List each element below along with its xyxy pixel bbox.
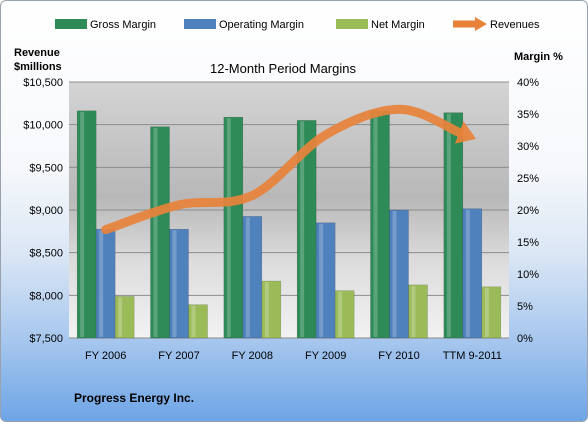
bar-operating-margin [462, 208, 483, 339]
right-tick-label: 30% [517, 141, 539, 153]
bar-net-margin [261, 280, 282, 339]
revenue-arrowhead [454, 121, 477, 144]
bar-layer [76, 110, 502, 339]
bar-highlight [484, 287, 489, 337]
right-tick-label: 20% [517, 205, 539, 217]
x-tick-label: FY 2006 [85, 350, 126, 362]
bar-operating-margin [95, 228, 116, 339]
bar-highlight [118, 297, 123, 337]
legend: Gross Margin Operating Margin Net Margin… [55, 17, 540, 31]
right-tick-label: 35% [517, 109, 539, 121]
x-axis-ticks: FY 2006 FY 2007 FY 2008 FY 2009 FY 2010 TTM 9… [85, 350, 502, 362]
left-tick-label: $10,500 [23, 77, 63, 89]
left-tick-label: $7,500 [29, 333, 63, 345]
company-name: Progress Energy Inc. [74, 391, 194, 405]
bar-gross-margin [150, 126, 170, 339]
bar-operating-margin [315, 222, 336, 339]
x-tick-label: FY 2008 [232, 350, 273, 362]
bar-operating-margin [389, 209, 409, 339]
bar-gross-margin [370, 110, 390, 339]
legend-swatch-gross-margin [55, 19, 87, 29]
bar-highlight [172, 230, 177, 337]
bar-highlight [319, 223, 324, 337]
right-tick-label: 10% [517, 269, 539, 281]
bar-highlight [465, 209, 470, 337]
bar-gross-margin [76, 110, 97, 339]
bar-highlight [264, 282, 269, 337]
left-tick-label: $8,000 [29, 290, 63, 302]
legend-label-gross-margin: Gross Margin [90, 19, 156, 31]
legend-label-net-margin: Net Margin [371, 19, 425, 31]
bar-net-margin [481, 286, 502, 339]
bar-highlight [245, 217, 250, 337]
legend-swatch-operating-margin [184, 19, 216, 29]
bar-highlight [80, 111, 85, 337]
legend-swatch-revenues-arrow [475, 17, 487, 31]
left-axis-title-line2: $millions [14, 61, 62, 73]
bar-net-margin [188, 304, 208, 339]
x-tick-label: TTM 9-2011 [443, 350, 502, 362]
right-tick-label: 25% [517, 173, 539, 185]
right-axis-ticks: 0% 5% 10% 15% 20% 25% 30% 35% 40% [517, 77, 539, 345]
revenue-line-layer [101, 104, 477, 235]
x-tick-label: FY 2010 [378, 350, 419, 362]
bar-net-margin [114, 296, 135, 339]
left-axis-title-line1: Revenue [14, 47, 60, 59]
x-tick-label: FY 2009 [305, 350, 346, 362]
bar-operating-margin [242, 216, 263, 339]
left-tick-label: $8,500 [29, 248, 63, 260]
revenue-line [101, 104, 464, 235]
bar-operating-margin [169, 228, 189, 339]
bar-highlight [373, 111, 378, 337]
chart-title: 12-Month Period Margins [210, 61, 356, 76]
bar-highlight [300, 121, 305, 338]
bar-highlight [226, 118, 231, 337]
left-axis-ticks: $7,500 $8,000 $8,500 $9,000 $9,500 $10,000 $10… [23, 77, 63, 345]
right-tick-label: 40% [517, 77, 539, 89]
right-tick-label: 0% [517, 333, 533, 345]
bar-gross-margin [443, 112, 464, 339]
right-tick-label: 5% [517, 301, 533, 313]
bar-net-margin [408, 284, 428, 339]
right-tick-label: 15% [517, 237, 539, 249]
bar-highlight [99, 230, 104, 337]
right-axis-title: Margin % [514, 51, 563, 63]
left-tick-label: $10,000 [23, 120, 63, 132]
bar-highlight [392, 211, 397, 337]
legend-label-revenues: Revenues [490, 19, 540, 31]
bar-highlight [411, 285, 416, 337]
left-tick-label: $9,000 [29, 205, 63, 217]
bar-highlight [153, 127, 158, 337]
legend-swatch-net-margin [336, 19, 368, 29]
bar-gross-margin [223, 116, 244, 339]
x-tick-label: FY 2007 [158, 350, 199, 362]
bar-highlight [191, 305, 196, 337]
bar-highlight [338, 291, 343, 337]
legend-label-operating-margin: Operating Margin [219, 19, 304, 31]
bar-net-margin [334, 290, 355, 339]
left-tick-label: $9,500 [29, 162, 63, 174]
bar-highlight [446, 113, 451, 337]
